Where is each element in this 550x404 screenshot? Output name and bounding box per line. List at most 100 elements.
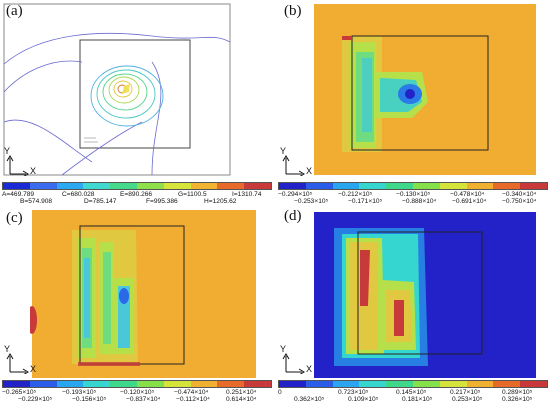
panel-b: (b) Y X −0.294×10⁵ −0.212×10⁵ −0.130×10⁵… <box>276 0 550 205</box>
colorbar-segment <box>439 183 467 189</box>
panel-c-tick-bot-4: 0.614×10⁴ <box>226 396 257 403</box>
panel-c-tick-top-3: −0.474×10⁴ <box>174 389 209 396</box>
panel-a-tick-top-4: I=1310.74 <box>232 191 262 198</box>
panel-b-tick-top-4: −0.340×10⁴ <box>502 191 537 198</box>
colorbar-segment <box>190 183 218 189</box>
panel-d-tick-top-4: 0.289×10⁵ <box>502 389 533 396</box>
colorbar-segment <box>466 381 494 387</box>
colorbar-segment <box>279 381 306 387</box>
colorbar-segment <box>136 381 164 387</box>
colorbar-segment <box>56 183 84 189</box>
colorbar-segment <box>493 381 521 387</box>
colorbar-segment <box>163 183 191 189</box>
panel-d-axes: Y X <box>280 344 320 374</box>
panel-c-colorbar <box>2 380 272 388</box>
panel-a-tick-bot-2: F=995.386 <box>146 198 178 205</box>
panel-a-tick-top-2: E=890.266 <box>120 191 153 198</box>
panel-d-tick-top-1: 0.723×10⁵ <box>338 389 369 396</box>
panel-c-tick-bot-3: −0.112×10⁴ <box>176 396 210 403</box>
axis-triad-icon <box>6 353 29 374</box>
axis-triad-icon <box>282 155 305 176</box>
panel-a-axes: Y X <box>4 146 44 176</box>
panel-b-tick-top-2: −0.130×10⁵ <box>396 191 431 198</box>
axis-x-label: X <box>30 364 37 374</box>
colorbar-segment <box>520 183 547 189</box>
panel-a-tick-bot-0: B=574.908 <box>20 198 53 205</box>
panel-c: (c) Y X −0.265×10⁵ −0.193×10⁵ −0.120×10⁵… <box>0 202 275 404</box>
colorbar-segment <box>279 183 306 189</box>
panel-c-plot <box>30 210 256 378</box>
panel-d-tick-bot-4: 0.326×10⁵ <box>502 396 533 403</box>
panel-b-tick-bot-0: −0.253×10⁵ <box>294 198 329 205</box>
panel-d-tick-bot-1: 0.109×10⁵ <box>348 396 379 403</box>
colorbar-segment <box>83 183 111 189</box>
axis-y-label: Y <box>4 344 11 354</box>
axis-x-label: X <box>30 166 37 176</box>
colorbar-segment <box>110 381 137 387</box>
panel-c-tick-bot-0: −0.229×10⁵ <box>18 396 53 403</box>
colorbar-segment <box>29 381 57 387</box>
colorbar-segment <box>217 183 245 189</box>
panel-d-tick-bot-3: 0.253×10⁵ <box>452 396 483 403</box>
panel-b-colorbar <box>278 182 548 190</box>
axis-y-label: Y <box>280 146 287 156</box>
colorbar-segment <box>190 381 218 387</box>
panel-d-tick-top-0: 0 <box>278 389 282 396</box>
colorbar-segment <box>217 381 245 387</box>
axis-y-label: Y <box>280 344 287 354</box>
panel-b-label: (b) <box>284 3 302 19</box>
colorbar-segment <box>305 183 333 189</box>
panel-c-axes: Y X <box>4 344 44 374</box>
colorbar-segment <box>136 183 164 189</box>
axis-x-label: X <box>306 166 313 176</box>
panel-c-tick-bot-1: −0.156×10⁵ <box>72 396 107 403</box>
panel-a-tick-bot-3: H=1205.62 <box>204 198 237 205</box>
colorbar-segment <box>493 183 521 189</box>
colorbar-segment <box>359 381 387 387</box>
colorbar-segment <box>466 183 494 189</box>
panel-d-colorbar <box>278 380 548 388</box>
panel-b-plot <box>314 4 536 175</box>
colorbar-segment <box>29 183 57 189</box>
panel-d-tick-top-2: 0.145×10⁵ <box>396 389 427 396</box>
colorbar-segment <box>305 381 333 387</box>
panel-d-tick-top-3: 0.217×10⁵ <box>450 389 481 396</box>
colorbar-segment <box>332 183 360 189</box>
colorbar-segment <box>110 183 137 189</box>
colorbar-segment <box>163 381 191 387</box>
panel-b-tick-bot-3: −0.691×10⁴ <box>452 198 487 205</box>
panel-b-tick-top-3: −0.478×10⁴ <box>450 191 485 198</box>
panel-c-tick-top-4: 0.251×10⁴ <box>226 389 257 396</box>
panel-a-tick-top-1: C=680.028 <box>62 191 95 198</box>
colorbar-segment <box>244 183 271 189</box>
colorbar-segment <box>56 381 84 387</box>
panel-a-colorbar <box>2 182 272 190</box>
colorbar-segment <box>412 381 440 387</box>
panel-b-tick-top-0: −0.294×10⁵ <box>278 191 313 198</box>
axis-y-label: Y <box>4 146 11 156</box>
panel-b-tick-bot-4: −0.750×10⁴ <box>502 198 537 205</box>
panel-a-tick-top-0: A=469.789 <box>2 191 35 198</box>
colorbar-segment <box>520 381 547 387</box>
panel-a-plot <box>2 2 232 177</box>
colorbar-segment <box>332 381 360 387</box>
panel-d-tick-bot-0: 0.362×10⁵ <box>294 396 325 403</box>
panel-a-label: (a) <box>6 3 23 19</box>
panel-c-tick-top-2: −0.120×10⁵ <box>120 389 155 396</box>
panel-d-plot <box>314 212 536 378</box>
panel-c-tick-bot-2: −0.837×10⁴ <box>126 396 161 403</box>
panel-d-tick-bot-2: 0.181×10⁵ <box>402 396 433 403</box>
panel-b-tick-bot-2: −0.888×10⁴ <box>402 198 437 205</box>
panel-c-tick-top-0: −0.265×10⁵ <box>2 389 37 396</box>
panel-b-tick-top-1: −0.212×10⁵ <box>338 191 373 198</box>
panel-d-label: (d) <box>284 208 302 224</box>
panel-a-tick-bot-1: D=785.147 <box>84 198 117 205</box>
colorbar-segment <box>386 381 413 387</box>
colorbar-segment <box>83 381 111 387</box>
colorbar-segment <box>412 183 440 189</box>
panel-a: (a) Y X A=469.789 C=680.028 E=890.266 G=… <box>0 0 275 205</box>
colorbar-segment <box>3 381 30 387</box>
colorbar-segment <box>3 183 30 189</box>
panel-a-tick-top-3: G=1100.5 <box>178 191 207 198</box>
panel-b-tick-bot-1: −0.171×10⁵ <box>348 198 383 205</box>
